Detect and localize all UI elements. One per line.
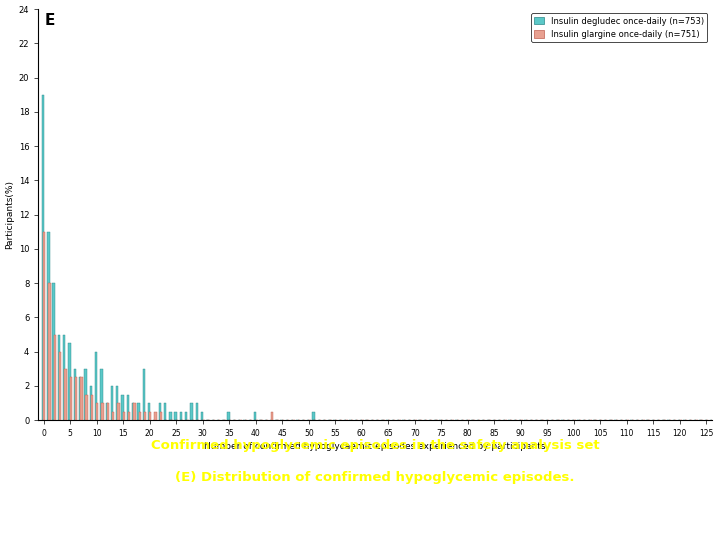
- Bar: [138, 411, 141, 420]
- Bar: [312, 411, 315, 420]
- Bar: [73, 369, 76, 420]
- Bar: [122, 395, 124, 420]
- Text: (E) Distribution of confirmed hypoglycemic episodes.: (E) Distribution of confirmed hypoglycem…: [175, 471, 575, 484]
- Bar: [144, 411, 146, 420]
- Bar: [143, 369, 145, 420]
- Bar: [79, 377, 81, 420]
- Bar: [75, 377, 77, 420]
- Bar: [132, 403, 135, 420]
- Bar: [107, 403, 109, 420]
- Bar: [43, 232, 45, 420]
- Bar: [102, 403, 104, 420]
- Text: Lancet: Lancet: [377, 514, 415, 523]
- Bar: [160, 411, 162, 420]
- Bar: [271, 411, 274, 420]
- Bar: [64, 369, 67, 420]
- Bar: [128, 411, 130, 420]
- Bar: [122, 411, 125, 420]
- Bar: [169, 411, 171, 420]
- Bar: [127, 395, 129, 420]
- Bar: [48, 283, 51, 420]
- Bar: [196, 403, 198, 420]
- Bar: [133, 403, 135, 420]
- Bar: [106, 403, 108, 420]
- Text: Garber AJ, et al.: Garber AJ, et al.: [242, 514, 333, 523]
- Bar: [180, 411, 182, 420]
- Bar: [68, 343, 71, 420]
- Bar: [148, 403, 150, 420]
- Bar: [54, 335, 56, 420]
- Bar: [116, 386, 119, 420]
- Bar: [149, 411, 151, 420]
- Bar: [48, 232, 50, 420]
- Bar: [63, 335, 66, 420]
- Legend: Insulin degludec once-daily (n=753), Insulin glargine once-daily (n=751): Insulin degludec once-daily (n=753), Ins…: [531, 13, 708, 42]
- Bar: [174, 411, 177, 420]
- Text: E: E: [45, 13, 55, 28]
- Bar: [201, 411, 203, 420]
- Bar: [100, 369, 102, 420]
- Bar: [111, 386, 113, 420]
- Bar: [112, 411, 114, 420]
- Y-axis label: Participants(%): Participants(%): [6, 180, 14, 249]
- Bar: [96, 403, 99, 420]
- Bar: [254, 411, 256, 420]
- Text: Confirmed hypoglycemic episodes in the safety analysis set: Confirmed hypoglycemic episodes in the s…: [150, 439, 599, 452]
- Bar: [58, 335, 60, 420]
- Bar: [185, 411, 187, 420]
- Bar: [89, 386, 92, 420]
- Bar: [154, 411, 157, 420]
- Bar: [80, 377, 83, 420]
- Bar: [228, 411, 230, 420]
- Bar: [53, 283, 55, 420]
- Bar: [164, 403, 166, 420]
- Bar: [59, 352, 61, 420]
- Bar: [158, 403, 161, 420]
- Text: 2012; 379: 1498–507.: 2012; 379: 1498–507.: [420, 514, 546, 523]
- Bar: [117, 403, 120, 420]
- Bar: [70, 377, 72, 420]
- Bar: [84, 369, 86, 420]
- Bar: [42, 94, 44, 420]
- Bar: [138, 403, 140, 420]
- Bar: [95, 352, 97, 420]
- Bar: [86, 395, 88, 420]
- Bar: [91, 395, 93, 420]
- X-axis label: Number of confirmed hypoglycaemic episodes experienced by participants: Number of confirmed hypoglycaemic episod…: [204, 442, 546, 451]
- Bar: [190, 403, 193, 420]
